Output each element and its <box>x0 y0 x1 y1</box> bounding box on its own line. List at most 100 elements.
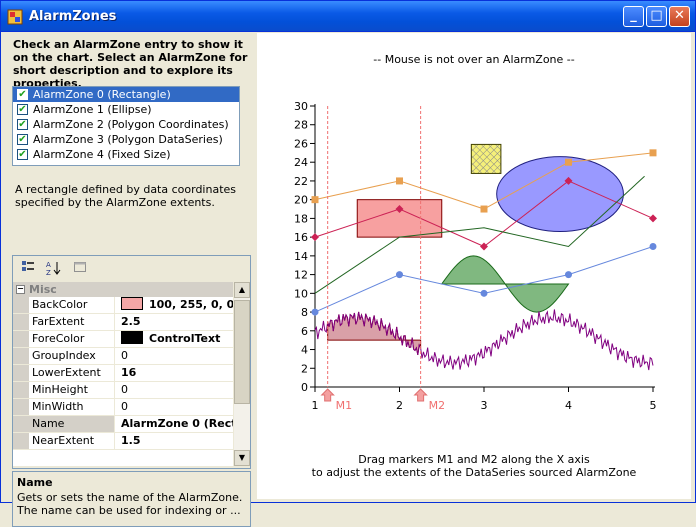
scroll-up-icon[interactable]: ▲ <box>234 282 250 298</box>
property-name: NearExtent <box>29 433 115 449</box>
y-tick-label: 2 <box>301 362 308 375</box>
alarm-zone-checklist[interactable]: ✔ AlarmZone 0 (Rectangle) ✔ AlarmZone 1 … <box>12 86 240 166</box>
row-gutter <box>13 365 29 381</box>
scroll-down-icon[interactable]: ▼ <box>234 450 250 466</box>
color-swatch-icon <box>121 331 143 344</box>
y-tick-label: 12 <box>294 269 308 282</box>
row-gutter <box>13 331 29 347</box>
property-row-minwidth[interactable]: MinWidth 0 <box>13 399 233 416</box>
data-point-circle <box>480 289 488 297</box>
series-noisy-line <box>314 309 654 371</box>
category-label: Misc <box>29 283 57 296</box>
zone-label: AlarmZone 0 (Rectangle) <box>33 88 171 101</box>
data-point-square <box>396 177 403 185</box>
zone-item-4[interactable]: ✔ AlarmZone 4 (Fixed Size) <box>13 147 239 162</box>
y-tick-label: 20 <box>294 194 308 207</box>
footer-line-2: to adjust the extents of the DataSeries … <box>311 466 637 479</box>
checkbox-checked-icon[interactable]: ✔ <box>17 134 28 145</box>
property-name: BackColor <box>29 297 115 313</box>
property-value[interactable]: 16 <box>121 366 137 379</box>
zone-label: AlarmZone 3 (Polygon DataSeries) <box>33 133 223 146</box>
property-row-nearextent[interactable]: NearExtent 1.5 <box>13 433 233 450</box>
help-pane: Name Gets or sets the name of the AlarmZ… <box>12 471 251 527</box>
data-point-square <box>480 205 488 213</box>
chart-footer: Drag markers M1 and M2 along the X axis … <box>257 453 691 479</box>
collapse-icon[interactable]: − <box>16 284 25 294</box>
y-tick-label: 16 <box>294 231 308 244</box>
property-value[interactable]: 0 <box>121 400 128 413</box>
property-value[interactable]: 2.5 <box>121 315 141 328</box>
data-point-diamond <box>480 242 488 251</box>
zone-item-0[interactable]: ✔ AlarmZone 0 (Rectangle) <box>13 87 239 102</box>
instructions-text: Check an AlarmZone entry to show it on t… <box>13 38 248 90</box>
property-name: Name <box>29 416 115 432</box>
row-gutter <box>13 382 29 398</box>
property-pages-icon[interactable] <box>71 260 89 278</box>
property-name: FarExtent <box>29 314 115 330</box>
property-value[interactable]: 0 <box>121 349 128 362</box>
title-bar[interactable]: AlarmZones _ □ ✕ <box>1 1 695 32</box>
zone-item-3[interactable]: ✔ AlarmZone 3 (Polygon DataSeries) <box>13 132 239 147</box>
zone-description: A rectangle defined by data coordinates … <box>15 183 237 209</box>
row-gutter <box>13 433 29 449</box>
checkbox-checked-icon[interactable]: ✔ <box>17 149 28 160</box>
window-title: AlarmZones <box>29 9 117 24</box>
zone-item-1[interactable]: ✔ AlarmZone 1 (Ellipse) <box>13 102 239 117</box>
property-value[interactable]: 100, 255, 0, 0 <box>115 297 233 313</box>
zone-label: AlarmZone 4 (Fixed Size) <box>33 148 171 161</box>
x-tick-label: 3 <box>481 399 488 412</box>
property-name: LowerExtent <box>29 365 115 381</box>
property-row-farextent[interactable]: FarExtent 2.5 <box>13 314 233 331</box>
data-point-square <box>311 196 319 204</box>
data-point-circle <box>396 271 403 279</box>
category-misc[interactable]: − Misc <box>13 282 233 297</box>
svg-text:Z: Z <box>46 269 51 276</box>
property-row-minheight[interactable]: MinHeight 0 <box>13 382 233 399</box>
categorized-view-icon[interactable] <box>19 260 37 278</box>
property-value[interactable]: AlarmZone 0 (Rect <box>121 417 233 430</box>
marker-label-m2: M2 <box>429 399 446 412</box>
row-gutter <box>13 416 29 432</box>
help-text: Gets or sets the name of the AlarmZone. … <box>17 491 243 517</box>
property-value[interactable]: 0 <box>121 383 128 396</box>
help-title: Name <box>17 476 53 489</box>
zone-item-2[interactable]: ✔ AlarmZone 2 (Polygon Coordinates) <box>13 117 239 132</box>
x-tick-label: 1 <box>312 399 319 412</box>
property-value[interactable]: ControlText <box>115 331 233 347</box>
checkbox-checked-icon[interactable]: ✔ <box>17 119 28 130</box>
app-icon <box>7 9 23 25</box>
data-point-circle <box>311 308 319 316</box>
property-name: MinWidth <box>29 399 115 415</box>
y-tick-label: 0 <box>301 381 308 394</box>
zone-label: AlarmZone 1 (Ellipse) <box>33 103 152 116</box>
zone-label: AlarmZone 2 (Polygon Coordinates) <box>33 118 229 131</box>
y-tick-label: 8 <box>301 306 308 319</box>
property-row-name[interactable]: Name AlarmZone 0 (Rect <box>13 416 233 433</box>
series-line-green <box>314 175 645 294</box>
drag-marker-m1-icon[interactable] <box>320 388 335 402</box>
checkbox-checked-icon[interactable]: ✔ <box>17 104 28 115</box>
minimize-button[interactable]: _ <box>623 6 644 27</box>
maximize-button[interactable]: □ <box>646 6 667 27</box>
close-button[interactable]: ✕ <box>669 6 690 27</box>
x-tick-label: 5 <box>650 399 657 412</box>
property-row-lowerextent[interactable]: LowerExtent 16 <box>13 365 233 382</box>
checkbox-checked-icon[interactable]: ✔ <box>17 89 28 100</box>
y-tick-label: 30 <box>294 100 308 113</box>
property-name: MinHeight <box>29 382 115 398</box>
property-grid-scrollbar[interactable]: ▲ ▼ <box>234 282 250 466</box>
data-point-square <box>565 158 572 166</box>
y-tick-label: 22 <box>294 175 308 188</box>
property-value[interactable]: 1.5 <box>121 434 141 447</box>
data-point-circle <box>649 243 657 250</box>
drag-marker-m2-icon[interactable] <box>413 388 428 402</box>
property-row-forecolor[interactable]: ForeColor ControlText <box>13 331 233 348</box>
y-tick-label: 10 <box>294 287 308 300</box>
scroll-thumb[interactable] <box>234 300 250 404</box>
property-row-groupindex[interactable]: GroupIndex 0 <box>13 348 233 365</box>
property-row-backcolor[interactable]: BackColor 100, 255, 0, 0 <box>13 297 233 314</box>
